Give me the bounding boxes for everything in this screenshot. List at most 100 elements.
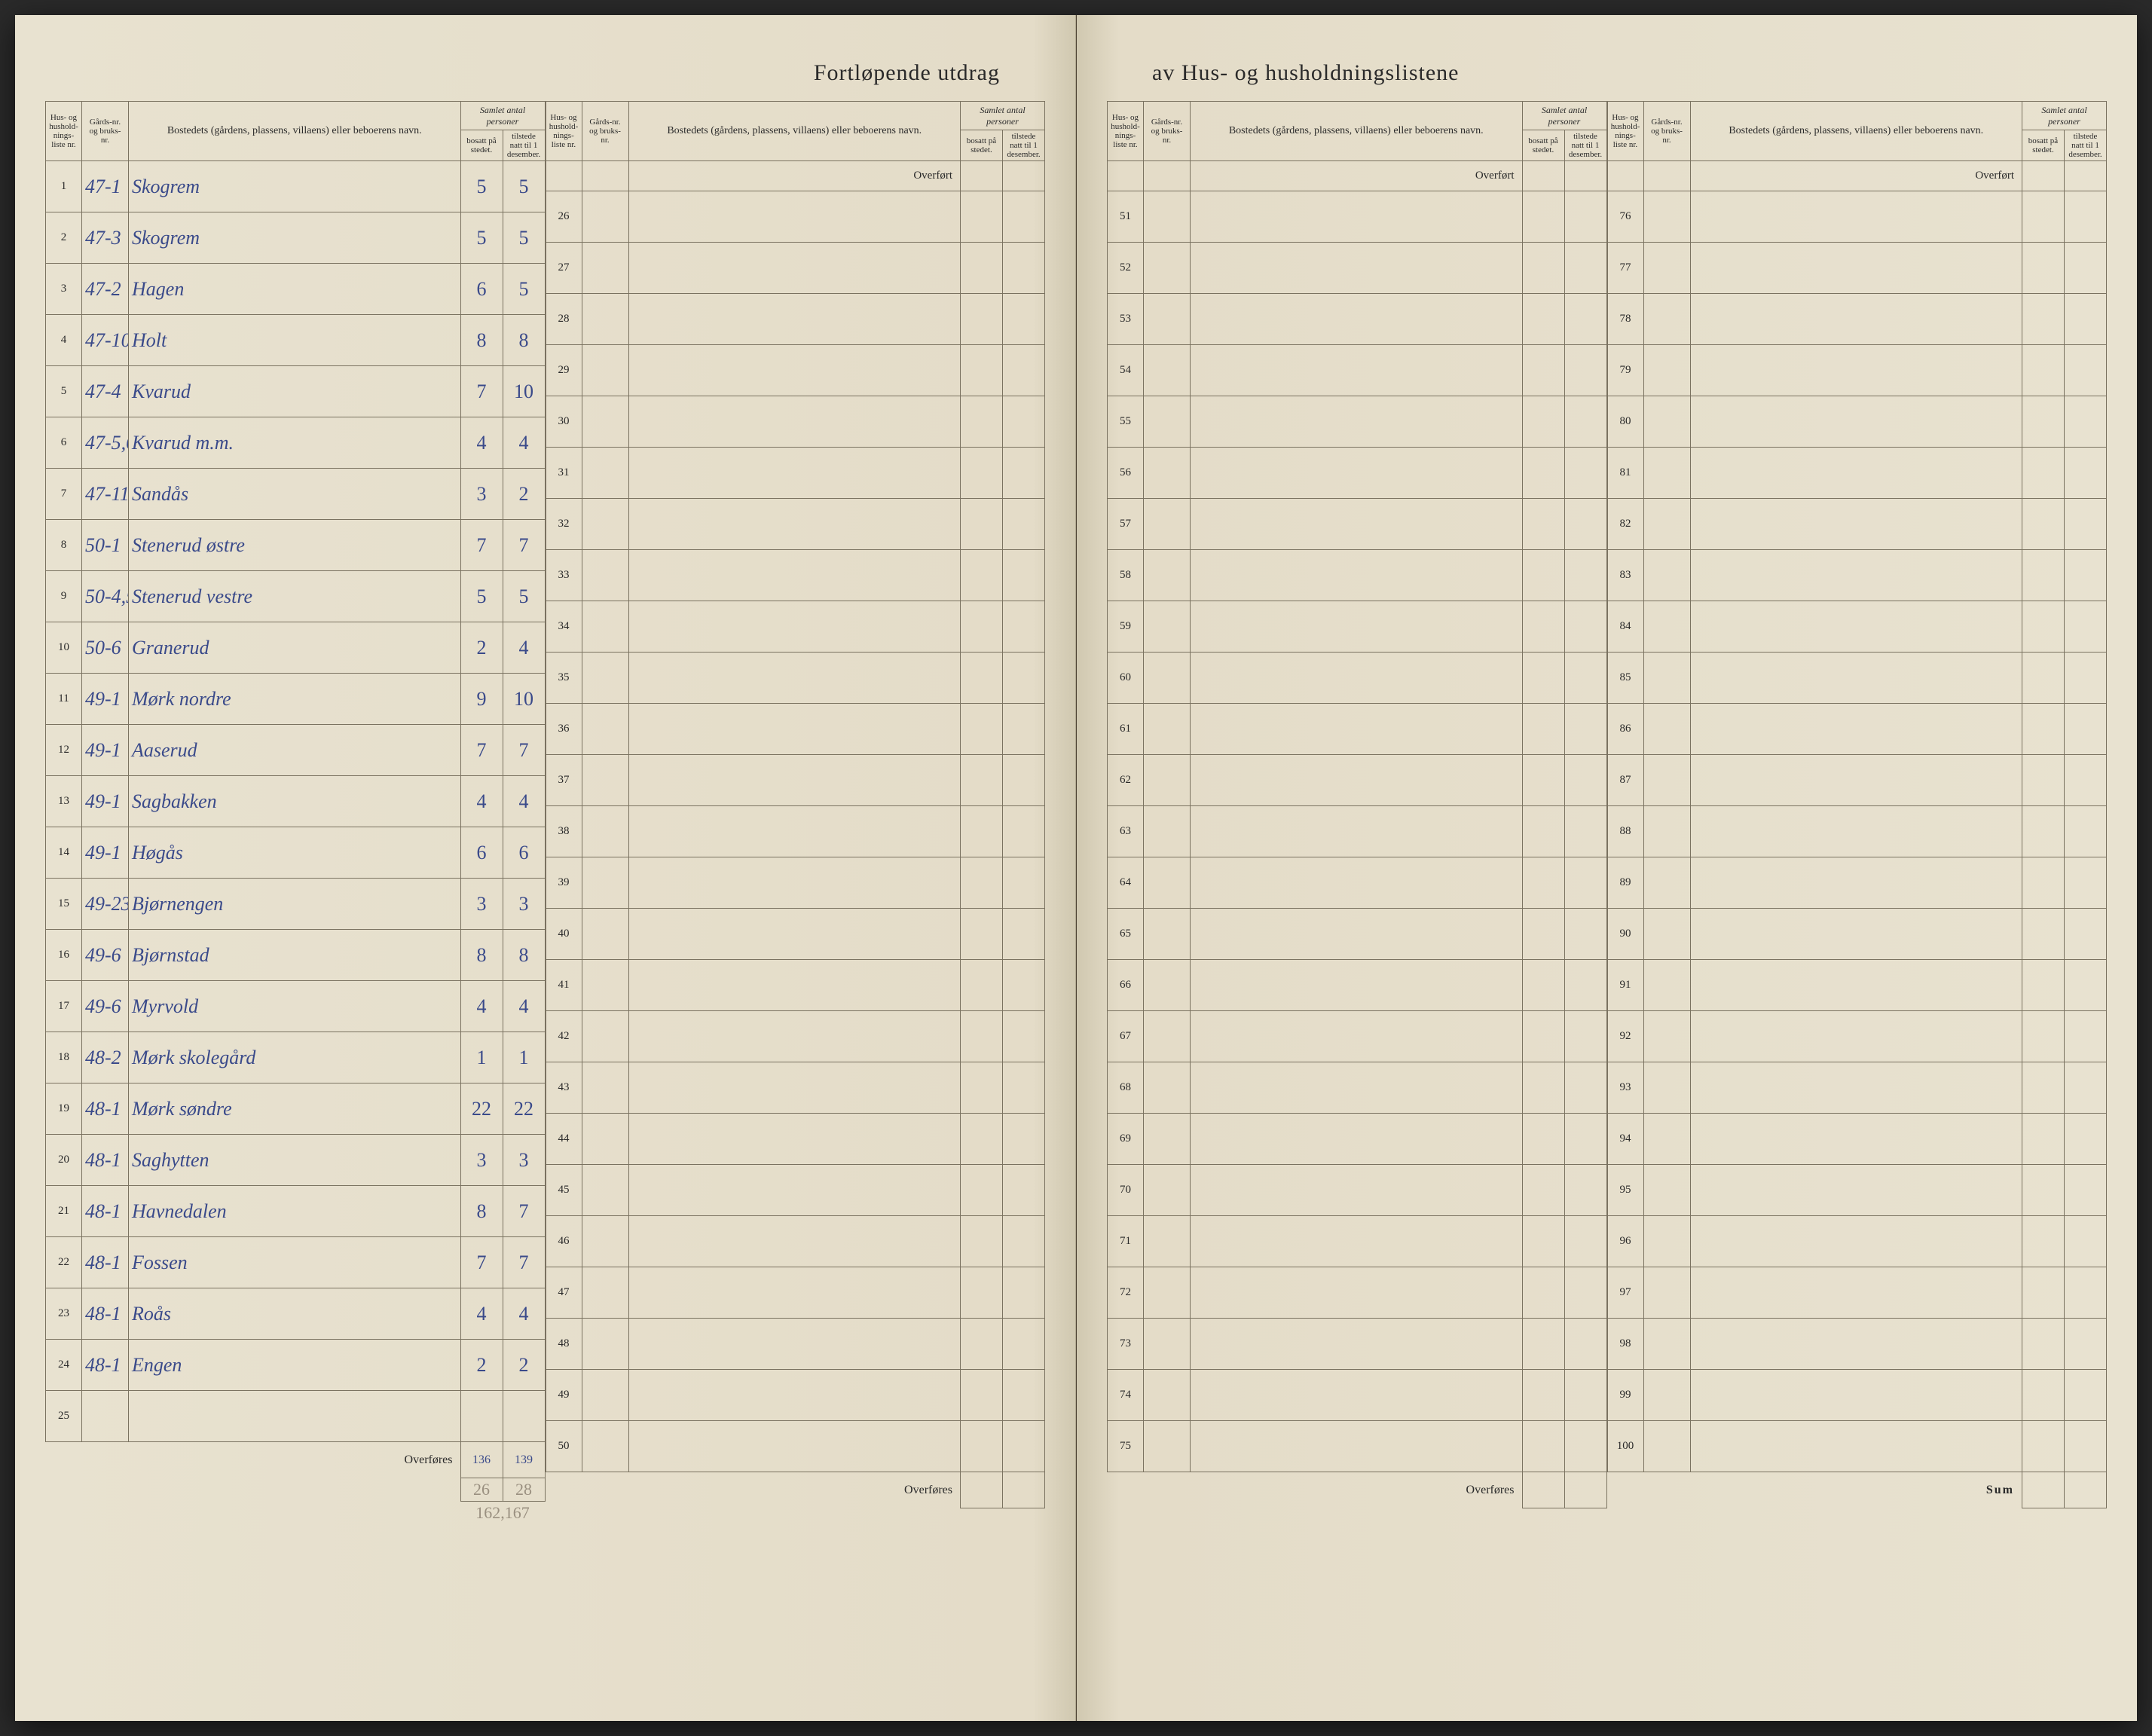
cell-rownum: 69 bbox=[1108, 1114, 1144, 1165]
cell-tilstede: 4 bbox=[503, 622, 545, 674]
cell-tilstede bbox=[1003, 1165, 1045, 1216]
cell-tilstede bbox=[1003, 1267, 1045, 1319]
hdr-liste-4: Hus- og hushold-nings-liste nr. bbox=[1607, 102, 1643, 161]
table-row: 96 bbox=[1607, 1216, 2107, 1267]
cell-tilstede bbox=[1003, 909, 1045, 960]
table-row: 89 bbox=[1607, 857, 2107, 909]
cell-rownum: 81 bbox=[1607, 448, 1643, 499]
table-row: 81 bbox=[1607, 448, 2107, 499]
cell-gard: 49-1 bbox=[82, 776, 129, 827]
cell-tilstede bbox=[1003, 960, 1045, 1011]
cell-bosted bbox=[628, 909, 961, 960]
cell-bosatt bbox=[1522, 1011, 1564, 1062]
table-row: 82 bbox=[1607, 499, 2107, 550]
cell-gard bbox=[1144, 1370, 1191, 1421]
cell-rownum: 86 bbox=[1607, 704, 1643, 755]
cell-rownum: 24 bbox=[46, 1340, 82, 1391]
cell-tilstede bbox=[2065, 1165, 2107, 1216]
cell-bosted bbox=[1191, 191, 1523, 243]
cell-bosted bbox=[1690, 857, 2022, 909]
cell-gard bbox=[582, 806, 628, 857]
cell-bosatt: 5 bbox=[460, 212, 503, 264]
cell-gard: 47-11 bbox=[82, 469, 129, 520]
cell-rownum: 25 bbox=[46, 1391, 82, 1442]
cell-gard bbox=[1643, 396, 1690, 448]
cell-gard bbox=[1144, 345, 1191, 396]
cell-tilstede: 3 bbox=[503, 1135, 545, 1186]
table-row: 60 bbox=[1108, 653, 1607, 704]
cell-gard bbox=[1144, 499, 1191, 550]
cell-bosatt: 7 bbox=[460, 725, 503, 776]
cell-gard bbox=[1144, 755, 1191, 806]
cell-gard bbox=[1643, 909, 1690, 960]
cell-bosatt bbox=[1522, 960, 1564, 1011]
cell-bosted bbox=[1690, 1011, 2022, 1062]
cell-bosatt bbox=[2022, 550, 2065, 601]
cell-gard bbox=[1643, 1319, 1690, 1370]
cell-bosatt: 9 bbox=[460, 674, 503, 725]
cell-rownum: 53 bbox=[1108, 294, 1144, 345]
hdr-gard: Gårds-nr. og bruks-nr. bbox=[82, 102, 129, 161]
cell-bosatt bbox=[1522, 499, 1564, 550]
cell-bosatt: 4 bbox=[460, 1288, 503, 1340]
cell-rownum: 21 bbox=[46, 1186, 82, 1237]
cell-tilstede bbox=[1564, 294, 1606, 345]
cell-bosatt bbox=[2022, 653, 2065, 704]
hdr-bosatt-2: bosatt på stedet. bbox=[961, 130, 1003, 161]
table-row: 1449-1Høgås66 bbox=[46, 827, 546, 879]
table-row: 46 bbox=[546, 1216, 1045, 1267]
cell-bosted bbox=[628, 1370, 961, 1421]
cell-rownum: 70 bbox=[1108, 1165, 1144, 1216]
cell-rownum: 33 bbox=[546, 550, 582, 601]
cell-rownum: 71 bbox=[1108, 1216, 1144, 1267]
table-row: 86 bbox=[1607, 704, 2107, 755]
cell-tilstede bbox=[2065, 448, 2107, 499]
cell-gard bbox=[1643, 755, 1690, 806]
hdr-liste-3: Hus- og hushold-nings-liste nr. bbox=[1108, 102, 1144, 161]
cell-gard bbox=[1643, 601, 1690, 653]
table-row: 55 bbox=[1108, 396, 1607, 448]
cell-rownum: 13 bbox=[46, 776, 82, 827]
cell-gard bbox=[1144, 909, 1191, 960]
cell-bosatt bbox=[961, 191, 1003, 243]
cell-tilstede: 3 bbox=[503, 879, 545, 930]
cell-tilstede: 22 bbox=[503, 1083, 545, 1135]
table-row: 26 bbox=[546, 191, 1045, 243]
cell-tilstede: 5 bbox=[503, 212, 545, 264]
table-row: 2348-1Roås44 bbox=[46, 1288, 546, 1340]
ledger-table-3: Hus- og hushold-nings-liste nr. Gårds-nr… bbox=[1107, 101, 1607, 1508]
cell-tilstede: 7 bbox=[503, 725, 545, 776]
table-header-4: Hus- og hushold-nings-liste nr. Gårds-nr… bbox=[1607, 102, 2107, 161]
cell-tilstede bbox=[1564, 960, 1606, 1011]
cell-gard: 47-4 bbox=[82, 366, 129, 417]
cell-tilstede bbox=[2065, 1011, 2107, 1062]
cell-bosted: Havnedalen bbox=[129, 1186, 461, 1237]
cell-bosatt bbox=[2022, 1114, 2065, 1165]
cell-bosatt bbox=[1522, 909, 1564, 960]
cell-bosatt: 6 bbox=[460, 827, 503, 879]
cell-tilstede bbox=[2065, 755, 2107, 806]
cell-rownum: 100 bbox=[1607, 1421, 1643, 1472]
hdr-tilstede-4: tilstede natt til 1 desember. bbox=[2065, 130, 2107, 161]
cell-gard bbox=[1643, 704, 1690, 755]
cell-bosatt bbox=[2022, 909, 2065, 960]
cell-bosatt bbox=[961, 345, 1003, 396]
cell-tilstede bbox=[1564, 806, 1606, 857]
hdr-tilstede: tilstede natt til 1 desember. bbox=[503, 130, 545, 161]
cell-tilstede bbox=[1564, 755, 1606, 806]
cell-gard bbox=[1144, 1267, 1191, 1319]
cell-bosted bbox=[628, 806, 961, 857]
cell-bosted bbox=[1191, 653, 1523, 704]
left-half-2: Hus- og hushold-nings-liste nr. Gårds-nr… bbox=[546, 101, 1046, 1671]
cell-bosted bbox=[628, 294, 961, 345]
cell-gard bbox=[582, 448, 628, 499]
cell-bosatt bbox=[961, 550, 1003, 601]
cell-bosatt bbox=[961, 909, 1003, 960]
cell-gard bbox=[582, 704, 628, 755]
cell-rownum: 50 bbox=[546, 1421, 582, 1472]
cell-rownum: 80 bbox=[1607, 396, 1643, 448]
cell-bosatt bbox=[2022, 1319, 2065, 1370]
cell-bosatt bbox=[1522, 1114, 1564, 1165]
cell-gard bbox=[1643, 1165, 1690, 1216]
cell-gard bbox=[1144, 704, 1191, 755]
